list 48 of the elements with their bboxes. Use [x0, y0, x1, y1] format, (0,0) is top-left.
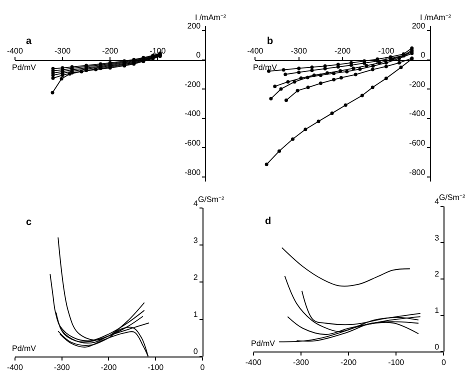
- text: b: [267, 36, 274, 47]
- x-tick-label: -100: [378, 46, 395, 56]
- y-tick-label: 3: [193, 236, 198, 245]
- x-tick-label: -200: [100, 362, 118, 372]
- y-tick-label: 0: [193, 347, 198, 356]
- y-tick-label: 3: [434, 233, 440, 242]
- text: c: [26, 217, 32, 228]
- y-tick-label: 2: [193, 273, 198, 282]
- x-tick-label: -100: [388, 358, 405, 368]
- x-tick-label: -200: [340, 358, 358, 368]
- x-tick-label: -400: [6, 46, 24, 56]
- y-tick-label: 1: [193, 310, 198, 320]
- x-axis-title: Pd/mV: [12, 63, 37, 72]
- y-axis-title: I /mAm⁻²: [195, 13, 226, 22]
- x-tick-label: -200: [334, 46, 352, 56]
- x-axis-title: Pd/mV: [251, 339, 276, 348]
- x-tick-label: -300: [290, 46, 308, 56]
- y-tick-label: -800: [409, 168, 426, 177]
- x-tick-label: -400: [245, 358, 262, 368]
- x-axis-title: Pd/mV: [12, 344, 37, 353]
- y-axis-title: G/Sm⁻²: [198, 195, 224, 204]
- text: a: [26, 36, 32, 47]
- x-tick-label: -300: [54, 362, 70, 372]
- x-tick-label: -400: [247, 46, 264, 56]
- y-tick-label: 1: [434, 306, 440, 316]
- x-axis-title: Pd/mV: [253, 63, 278, 72]
- x-tick-label: -100: [148, 362, 164, 372]
- y-tick-label: 200: [187, 21, 202, 30]
- y-tick-label: 4: [434, 197, 440, 206]
- x-tick-label: -300: [292, 358, 310, 368]
- y-tick-label: 2: [434, 270, 440, 279]
- x-tick-label: 0: [441, 358, 446, 368]
- x-tick-label: -200: [102, 46, 119, 56]
- y-tick-label: -200: [184, 80, 202, 89]
- y-tick-label: -600: [409, 138, 426, 148]
- y-axis-title: I /mAm⁻²: [420, 13, 452, 22]
- y-tick-label: 0: [434, 342, 440, 352]
- text: d: [265, 216, 272, 227]
- y-tick-label: -400: [409, 109, 426, 118]
- x-tick-label: -400: [6, 362, 24, 372]
- y-tick-label: -600: [184, 138, 202, 148]
- x-tick-label: -300: [54, 46, 72, 56]
- y-axis-title: G/Sm⁻²: [439, 193, 466, 202]
- y-tick-label: -800: [184, 168, 202, 177]
- y-tick-label: -400: [184, 109, 202, 118]
- y-tick-label: 200: [412, 21, 426, 30]
- y-tick-label: 4: [193, 198, 198, 208]
- y-tick-label: -200: [409, 80, 426, 89]
